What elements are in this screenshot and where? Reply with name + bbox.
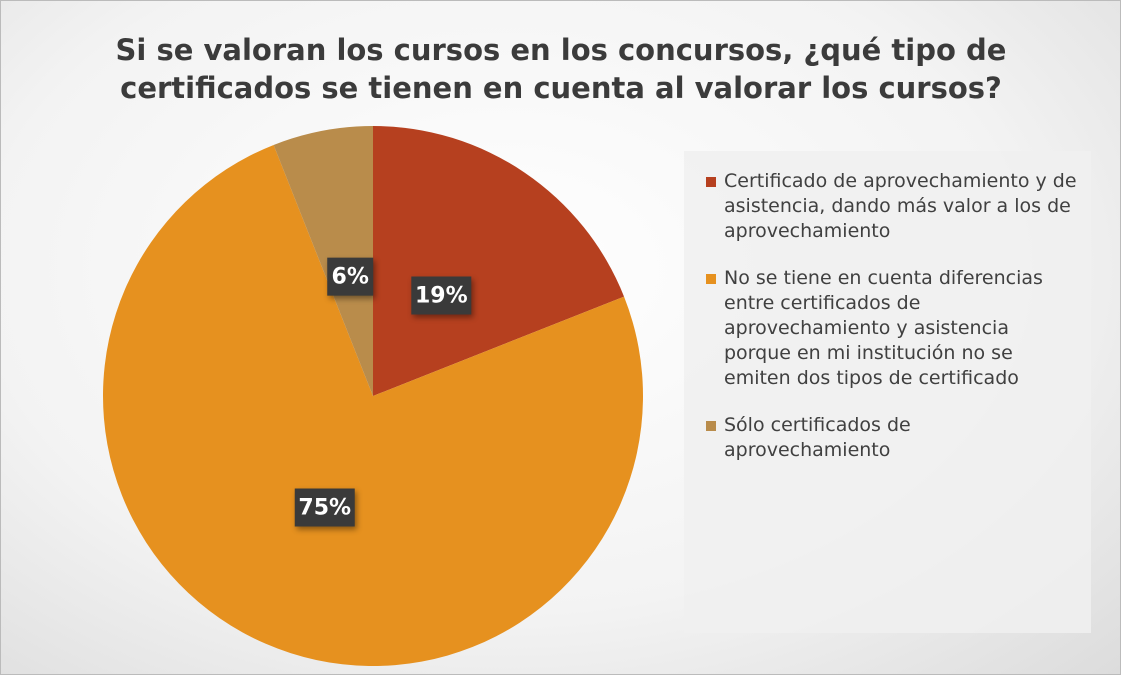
legend-label: No se tiene en cuenta diferencias entre …: [724, 267, 1043, 389]
data-label: 75%: [298, 496, 351, 521]
legend-swatch: [706, 421, 716, 431]
data-label-box: [327, 257, 374, 296]
legend-item: Sólo certificados de aprovechamiento: [706, 413, 1079, 463]
pie-chart: 19% 75% 6%: [102, 126, 644, 667]
legend-swatch: [706, 274, 716, 284]
chart-title: Si se valoran los cursos en los concurso…: [115, 33, 1007, 105]
legend-swatch: [706, 177, 716, 187]
legend-item: Certificado de aprovechamiento y de asis…: [706, 169, 1079, 244]
legend-item: No se tiene en cuenta diferencias entre …: [706, 266, 1079, 391]
pie-slice: [102, 144, 644, 667]
legend-label: Certificado de aprovechamiento y de asis…: [724, 170, 1077, 242]
data-label: 6%: [332, 265, 369, 290]
pie-slice: [373, 126, 625, 396]
legend: Certificado de aprovechamiento y de asis…: [684, 151, 1091, 633]
data-label: 19%: [415, 284, 468, 309]
pie-slice: [273, 126, 373, 396]
legend-label: Sólo certificados de aprovechamiento: [724, 414, 911, 461]
data-label-box: [294, 488, 355, 527]
data-label-box: [411, 276, 472, 315]
